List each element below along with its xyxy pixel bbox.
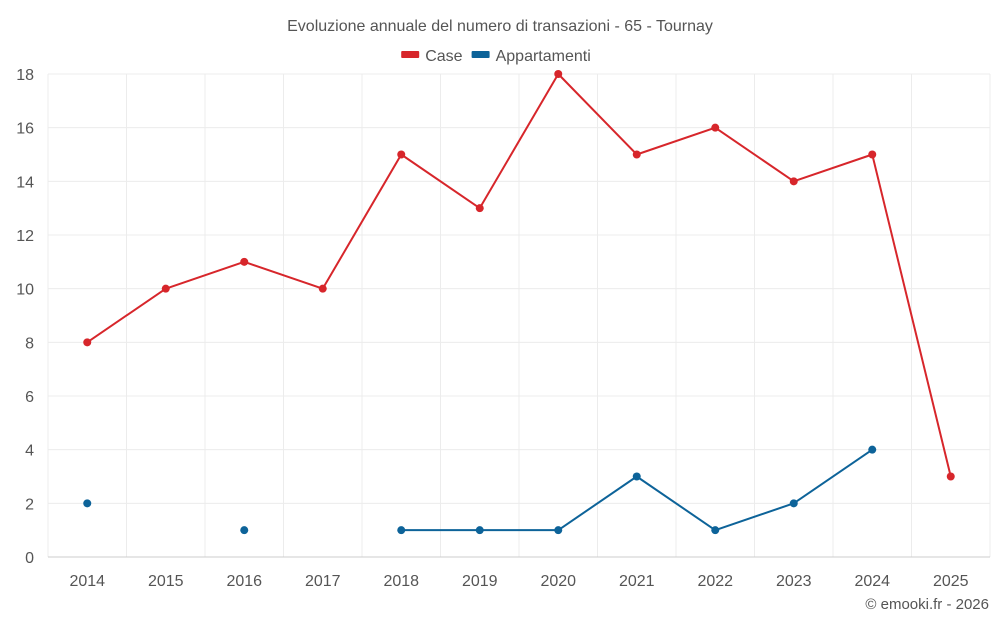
- x-tick-label: 2019: [462, 573, 498, 590]
- legend-swatch: [471, 51, 490, 58]
- series-line: [401, 448, 873, 532]
- y-tick-label: 2: [25, 496, 34, 513]
- data-point[interactable]: [554, 70, 563, 78]
- x-tick-label: 2022: [697, 573, 733, 590]
- y-tick-label: 6: [25, 389, 34, 406]
- x-tick-label: 2014: [69, 573, 105, 590]
- series-appartamenti: [83, 445, 877, 535]
- chart-title: Evoluzione annuale del numero di transaz…: [287, 18, 713, 35]
- x-tick-label: 2023: [776, 573, 812, 590]
- y-tick-label: 8: [25, 335, 34, 352]
- x-tick-label: 2020: [540, 573, 576, 590]
- data-point[interactable]: [475, 526, 484, 535]
- series-line: [86, 73, 952, 477]
- x-tick-label: 2025: [933, 573, 969, 590]
- y-tick-label: 12: [16, 228, 34, 245]
- data-point[interactable]: [83, 338, 92, 347]
- x-tick-label: 2018: [383, 573, 419, 590]
- series-case: [83, 70, 955, 481]
- data-point[interactable]: [161, 284, 170, 293]
- legend-label: Case: [425, 48, 462, 65]
- data-point[interactable]: [318, 284, 327, 293]
- data-point[interactable]: [632, 472, 641, 481]
- plot-area: [83, 70, 955, 535]
- data-point[interactable]: [83, 499, 92, 508]
- data-point[interactable]: [240, 257, 249, 266]
- data-point[interactable]: [868, 150, 877, 159]
- legend-label: Appartamenti: [496, 48, 591, 65]
- x-tick-label: 2017: [305, 573, 341, 590]
- y-tick-label: 0: [25, 550, 34, 567]
- y-axis: 0 2 4 6 8 10 12 14 16 18: [16, 67, 34, 567]
- x-tick-label: 2021: [619, 573, 655, 590]
- data-point[interactable]: [789, 177, 798, 186]
- data-point[interactable]: [240, 526, 249, 535]
- x-tick-label: 2015: [148, 573, 184, 590]
- y-tick-label: 14: [16, 174, 34, 191]
- grid: [47, 73, 991, 558]
- data-point[interactable]: [868, 445, 877, 454]
- data-point[interactable]: [946, 472, 955, 481]
- legend-swatch: [401, 51, 420, 58]
- data-point[interactable]: [711, 123, 720, 132]
- data-point[interactable]: [397, 150, 406, 159]
- x-axis: 2014 2015 2016 2017 2018 2019 2020 2021 2022 2023…: [69, 573, 968, 590]
- x-tick-label: 2016: [226, 573, 262, 590]
- data-point[interactable]: [711, 526, 720, 535]
- chart-credit: © emooki.fr - 2026: [865, 596, 989, 613]
- y-tick-label: 4: [25, 443, 34, 460]
- data-point[interactable]: [397, 526, 406, 535]
- y-tick-label: 10: [16, 282, 34, 299]
- data-point[interactable]: [789, 499, 798, 508]
- y-tick-label: 18: [16, 67, 34, 84]
- legend-item-case[interactable]: Case: [401, 48, 463, 65]
- legend: Case Appartamenti: [401, 48, 591, 65]
- y-tick-label: 16: [16, 121, 34, 138]
- data-point[interactable]: [475, 204, 484, 213]
- legend-item-appartamenti[interactable]: Appartamenti: [471, 48, 591, 65]
- data-point[interactable]: [554, 526, 563, 535]
- data-point[interactable]: [632, 150, 641, 159]
- x-tick-label: 2024: [854, 573, 890, 590]
